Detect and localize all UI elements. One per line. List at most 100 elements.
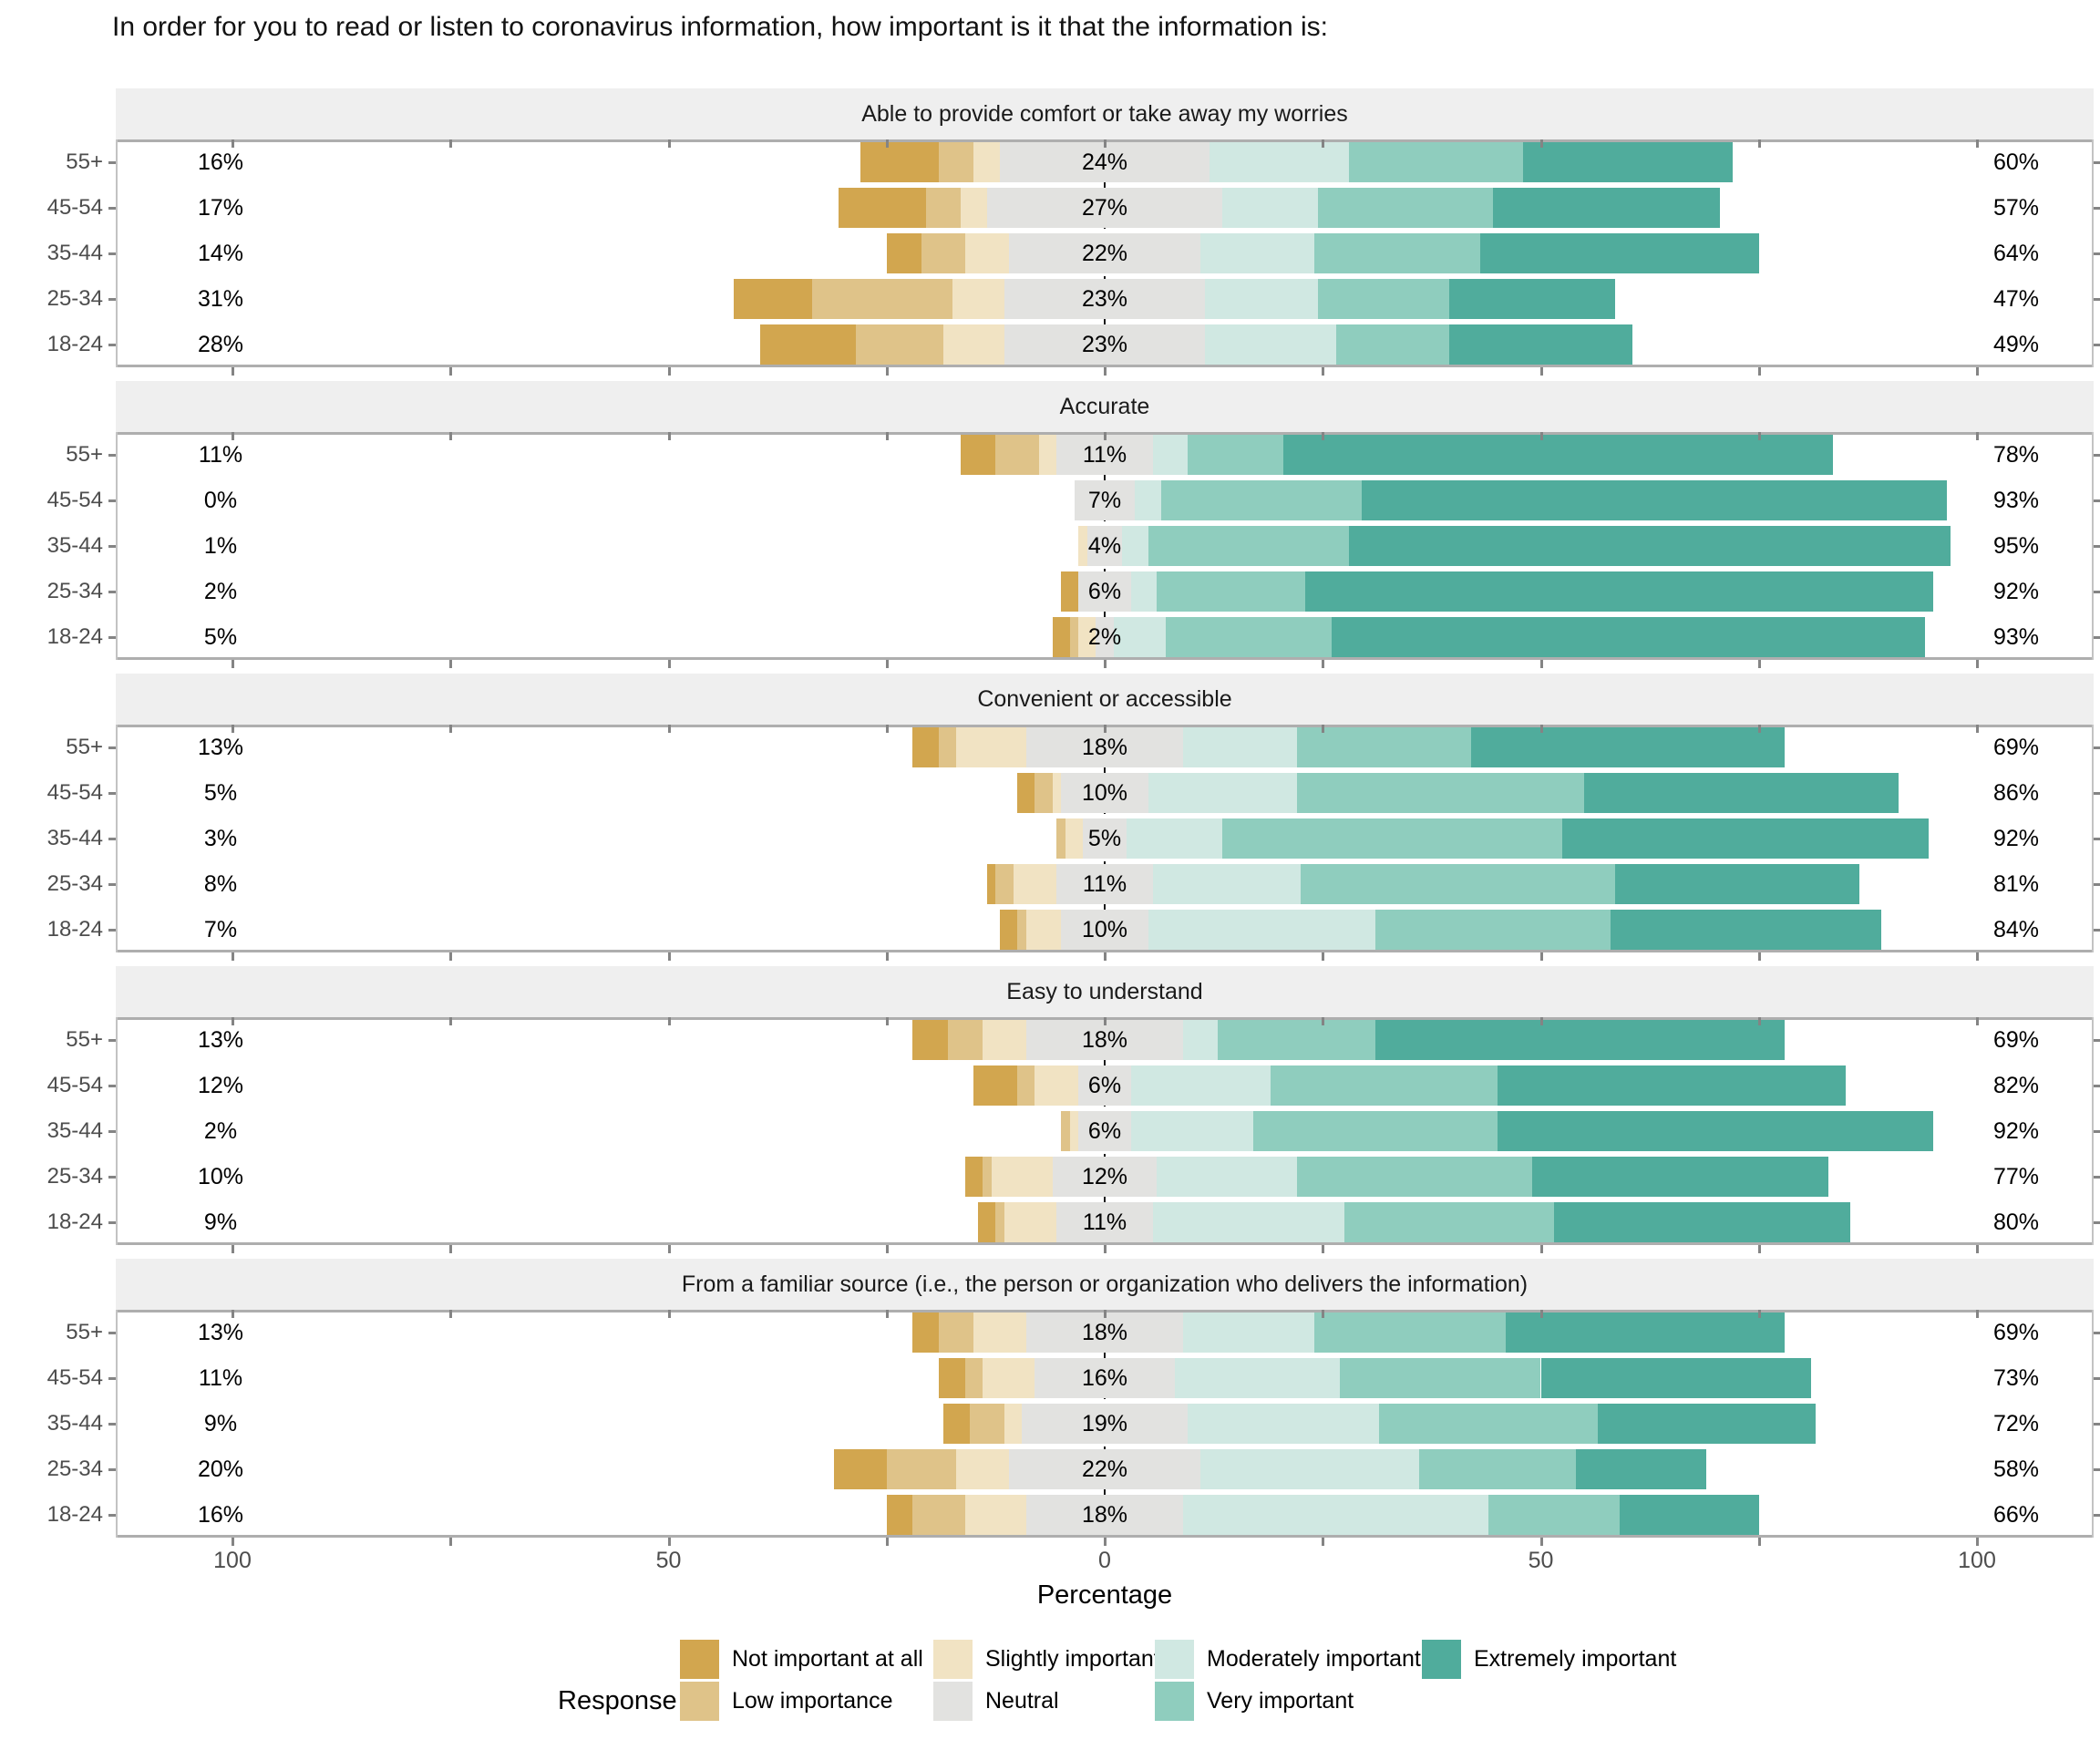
panel-bottom-tick (885, 1245, 889, 1253)
neutral-label: 23% (1081, 332, 1128, 357)
bar-segment-very-important (1157, 571, 1306, 612)
bar-segment-extremely-important (1374, 1020, 1786, 1060)
y-axis-tick-left (108, 838, 116, 840)
neutral-label: 7% (1087, 488, 1122, 513)
bar-segment-slightly-important (961, 188, 987, 228)
negative-total-label: 31% (197, 286, 244, 312)
bar-segment-slightly-important (964, 1495, 1026, 1535)
bar-segment-slightly-important (973, 142, 1001, 182)
facet-title: Accurate (1059, 393, 1150, 419)
positive-total-label: 58% (1992, 1457, 2040, 1482)
panel-bottom-tick (667, 660, 671, 668)
panel-top-tick (1539, 1017, 1543, 1025)
y-axis-tick-left (108, 746, 116, 749)
bar-segment-not-important-at-all (1061, 571, 1079, 612)
panel-bottom-tick (1976, 367, 1979, 376)
positive-total-label: 73% (1992, 1365, 2040, 1391)
panel-top-tick (232, 139, 234, 148)
bar-segment-moderately-important (1187, 1404, 1380, 1444)
facet-panel: 13% 18% 69% 55+ 11% 16% 73% 45-54 9% 19% 72% 35-44 2… (47, 1310, 2100, 1546)
panel-border-bottom (116, 365, 2094, 367)
y-axis-tick-left (108, 1039, 116, 1042)
panel-bottom-tick (449, 1538, 453, 1546)
bar-segment-neutral (1022, 1404, 1188, 1444)
y-axis-tick-left (108, 1085, 116, 1087)
bar-segment-not-important-at-all (886, 233, 922, 273)
bar-segment-very-important (1344, 1202, 1554, 1242)
bar-segment-very-important (1296, 727, 1471, 767)
bar-segment-moderately-important (1126, 818, 1223, 859)
panel-top-tick (1757, 139, 1761, 148)
panel-bottom-tick (1104, 1245, 1107, 1253)
bar-segment-extremely-important (1283, 435, 1834, 475)
panel-bottom-tick (885, 660, 889, 668)
panel-bottom-tick (232, 367, 234, 376)
table-row: 17% 27% 57% 45-54 (47, 185, 2100, 231)
panel-top-tick (1757, 1310, 1761, 1318)
neutral-label: 23% (1081, 286, 1128, 312)
bar-segment-neutral (1008, 233, 1201, 273)
legend-label: Moderately important (1207, 1646, 1421, 1672)
bar-segment-not-important-at-all (886, 1495, 913, 1535)
panel-bottom-tick (1539, 1538, 1543, 1546)
bar-segment-moderately-important (1130, 1111, 1253, 1151)
y-axis-tick-left (108, 883, 116, 886)
bar-segment-very-important (1418, 1449, 1576, 1489)
panel-bottom-tick (1539, 660, 1543, 668)
y-axis-tick-left (108, 792, 116, 795)
facet-strip: From a familiar source (i.e., the person… (116, 1259, 2094, 1310)
panel-bottom-tick (449, 660, 453, 668)
bar-segment-neutral (1061, 910, 1148, 950)
positive-total-label: 81% (1992, 871, 2040, 897)
y-axis-tick-right (2094, 298, 2100, 301)
panel-border-left (116, 725, 118, 952)
facet-panel: 13% 18% 69% 55+ 5% 10% 86% 45-54 3% 5% 92% 35-44 8% 1… (47, 725, 2100, 961)
bar-segment-moderately-important (1183, 1312, 1314, 1353)
y-axis-tick-left (108, 161, 116, 164)
panel-top-tick (1976, 1310, 1979, 1318)
bar-segment-low-importance (921, 233, 965, 273)
y-axis-tick-right (2094, 838, 2100, 840)
bar-segment-slightly-important (973, 1312, 1026, 1353)
panel-border-right (2092, 1310, 2094, 1538)
panel-bottom-tick (1539, 367, 1543, 376)
panel-top-tick (1104, 725, 1107, 733)
positive-total-label: 64% (1992, 241, 2040, 266)
panel-top-tick (1322, 725, 1325, 733)
bar-segment-neutral (1061, 773, 1148, 813)
bar-segment-moderately-important (1205, 279, 1319, 319)
negative-total-label: 17% (197, 195, 244, 221)
y-axis-tick-left (108, 298, 116, 301)
bar-segment-not-important-at-all (759, 324, 857, 365)
table-row: 7% 10% 84% 18-24 (47, 907, 2100, 952)
age-group-label: 25-34 (46, 871, 103, 896)
bar-segment-moderately-important (1222, 188, 1319, 228)
neutral-label: 19% (1081, 1411, 1128, 1436)
bar-segment-extremely-important (1523, 142, 1734, 182)
bar-segment-low-importance (983, 1157, 992, 1197)
bar-segment-very-important (1488, 1495, 1620, 1535)
bar-segment-moderately-important (1122, 526, 1148, 566)
neutral-label: 18% (1081, 1502, 1128, 1528)
bar-segment-not-important-at-all (964, 1157, 983, 1197)
negative-total-label: 13% (197, 735, 244, 760)
age-group-label: 45-54 (46, 780, 103, 805)
positive-total-label: 80% (1992, 1210, 2040, 1235)
panel-top-tick (1976, 1017, 1979, 1025)
y-axis-tick-left (108, 636, 116, 639)
positive-total-label: 82% (1992, 1073, 2040, 1098)
panel-top-tick (885, 1310, 889, 1318)
negative-total-label: 10% (197, 1164, 244, 1189)
positive-total-label: 84% (1992, 917, 2040, 942)
y-axis-tick-right (2094, 454, 2100, 457)
y-axis-tick-left (108, 1514, 116, 1517)
y-axis-tick-left (108, 1468, 116, 1471)
positive-total-label: 92% (1992, 826, 2040, 851)
panel-border-left (116, 432, 118, 660)
bar-segment-moderately-important (1200, 233, 1314, 273)
panel-top-tick (1976, 725, 1979, 733)
table-row: 13% 18% 69% 55+ (66, 1310, 2100, 1355)
table-row: 8% 11% 81% 25-34 (47, 861, 2100, 907)
bar-segment-moderately-important (1113, 617, 1166, 657)
